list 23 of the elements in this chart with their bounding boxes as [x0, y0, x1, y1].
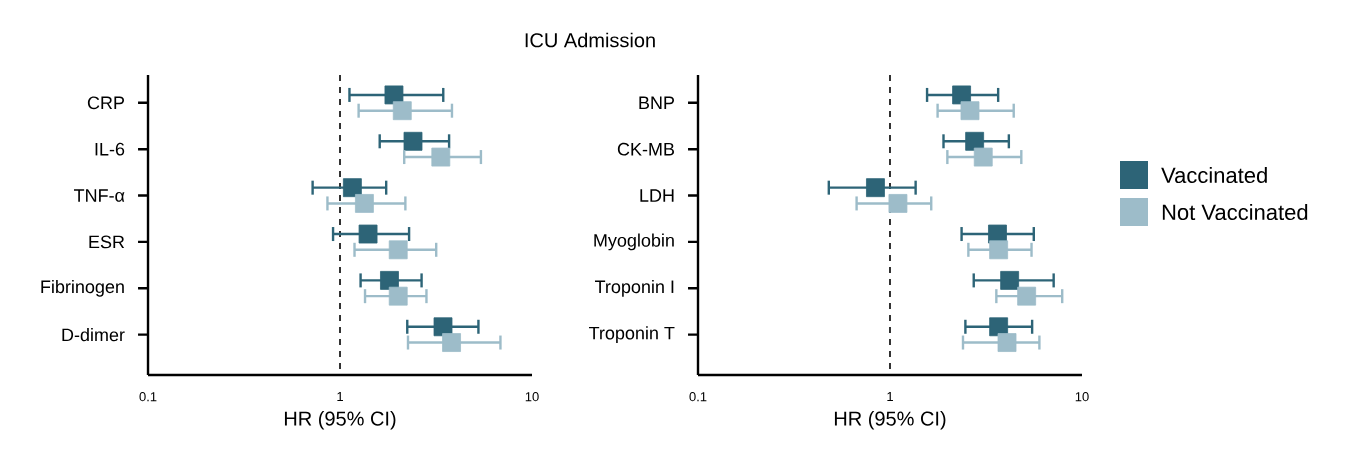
x-tick-label: 10 [1075, 392, 1089, 402]
y-tick-label: Fibrinogen [41, 279, 124, 297]
legend-label: Vaccinated [1161, 166, 1267, 184]
y-tick-label: Troponin T [589, 326, 675, 344]
y-tick-label: D-dimer [62, 328, 125, 342]
legend-label: Not Vaccinated [1162, 203, 1308, 221]
y-tick-label: Myoglobin [594, 233, 674, 251]
x-axis-title: HR (95% CI) [834, 410, 946, 430]
text: ICU Admission [525, 32, 655, 48]
y-tick-label: IL-6 [95, 142, 125, 156]
y-tick-label: CK-MB [617, 142, 675, 156]
y-tick-label: ESR [89, 235, 125, 249]
y-tick-label: LDH [640, 189, 674, 202]
y-tick-label: Troponin I [594, 279, 674, 297]
x-tick-label: 10 [525, 392, 539, 402]
y-tick-label: BNP [639, 96, 675, 110]
y-tick-label: CRP [87, 96, 125, 110]
x-tick-label: 0.1 [689, 392, 707, 402]
x-tick-label: 1 [337, 392, 343, 401]
x-axis-title: HR (95% CI) [284, 410, 396, 430]
y-tick-label: TNF-α [73, 189, 125, 202]
x-tick-label: 1 [887, 392, 893, 401]
x-tick-label: 0.1 [139, 392, 157, 402]
